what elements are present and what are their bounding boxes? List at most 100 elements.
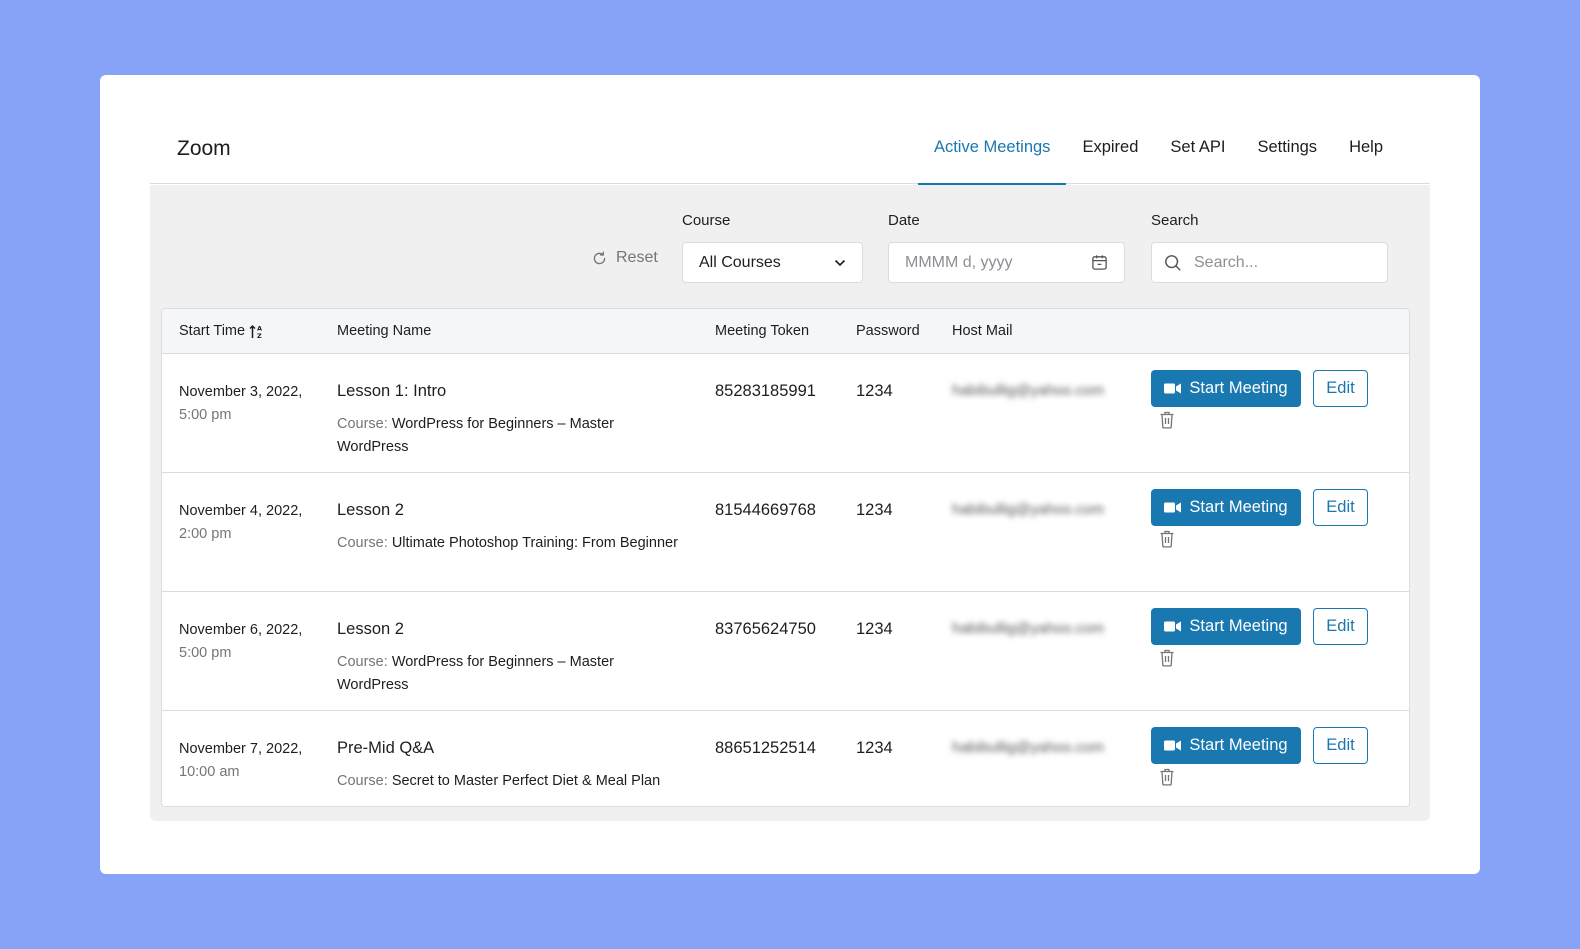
meeting-time: 2:00 pm [179, 526, 232, 542]
start-time-cell: November 3, 2022, 5:00 pm [179, 381, 314, 427]
course-prefix: Course: [337, 416, 388, 432]
tab-expired[interactable]: Expired [1082, 138, 1139, 156]
meeting-token: 83765624750 [715, 620, 816, 638]
meeting-name: Lesson 1: Intro [337, 382, 447, 400]
edit-button[interactable]: Edit [1313, 727, 1368, 764]
meeting-date: November 7, 2022, [179, 741, 303, 757]
table-header: Start Time A Z Meeting Name Meeting Toke… [162, 309, 1409, 354]
meeting-password: 1234 [856, 739, 893, 757]
start-meeting-button[interactable]: Start Meeting [1151, 370, 1301, 407]
column-host-mail: Host Mail [952, 323, 1013, 339]
host-mail: habibullig@yahoo.com [952, 739, 1104, 756]
meeting-password: 1234 [856, 501, 893, 519]
row-actions: Start Meeting Edit [1151, 608, 1381, 672]
table-row: November 6, 2022, 5:00 pm Lesson 2 Cours… [162, 592, 1409, 711]
meetings-panel: Reset Course All Courses Date MMMM d, yy… [150, 185, 1430, 821]
course-line: Course: WordPress for Beginners – Master… [337, 413, 682, 458]
course-prefix: Course: [337, 535, 388, 551]
course-line: Course: Secret to Master Perfect Diet & … [337, 770, 682, 793]
search-label: Search [1151, 212, 1199, 229]
search-placeholder: Search... [1194, 253, 1259, 271]
host-mail: habibullig@yahoo.com [952, 501, 1104, 518]
meeting-name-cell: Lesson 1: Intro Course: WordPress for Be… [337, 381, 682, 458]
course-name: Secret to Master Perfect Diet & Meal Pla… [391, 773, 661, 789]
calendar-icon [1092, 255, 1107, 270]
reset-label: Reset [616, 249, 658, 266]
meeting-time: 5:00 pm [179, 407, 232, 423]
course-line: Course: WordPress for Beginners – Master… [337, 651, 682, 696]
course-prefix: Course: [337, 654, 388, 670]
meeting-time: 5:00 pm [179, 645, 232, 661]
course-label: Course [682, 212, 731, 229]
sort-az-icon: A Z [249, 324, 262, 339]
meeting-date: November 3, 2022, [179, 384, 303, 400]
course-select-value: All Courses [699, 253, 781, 271]
table-row: November 7, 2022, 10:00 am Pre-Mid Q&A C… [162, 711, 1409, 806]
tab-help[interactable]: Help [1349, 138, 1383, 156]
search-input[interactable]: Search... [1151, 242, 1388, 283]
page-title: Zoom [177, 137, 231, 160]
tab-active-meetings[interactable]: Active Meetings [917, 75, 1067, 185]
start-meeting-button[interactable]: Start Meeting [1151, 608, 1301, 645]
video-camera-icon [1164, 383, 1182, 394]
meeting-date: November 4, 2022, [179, 503, 303, 519]
zoom-admin-card: Zoom Active Meetings Expired Set API Set… [100, 75, 1480, 874]
video-camera-icon [1164, 502, 1182, 513]
meetings-table: Start Time A Z Meeting Name Meeting Toke… [161, 308, 1410, 807]
course-select[interactable]: All Courses [682, 242, 863, 283]
start-time-cell: November 4, 2022, 2:00 pm [179, 500, 314, 546]
trash-icon[interactable] [1159, 768, 1175, 786]
course-line: Course: Ultimate Photoshop Training: Fro… [337, 532, 682, 555]
trash-icon[interactable] [1159, 649, 1175, 667]
meeting-token: 81544669768 [715, 501, 816, 519]
meeting-name: Pre-Mid Q&A [337, 739, 435, 757]
start-time-cell: November 6, 2022, 5:00 pm [179, 619, 314, 665]
course-name: WordPress for Beginners – Master WordPre… [337, 654, 614, 693]
edit-button[interactable]: Edit [1313, 608, 1368, 645]
tab-nav: Active Meetings Expired Set API Settings… [917, 75, 1399, 185]
date-placeholder: MMMM d, yyyy [905, 253, 1013, 271]
video-camera-icon [1164, 621, 1182, 632]
column-start-time[interactable]: Start Time A Z [179, 323, 263, 339]
start-time-cell: November 7, 2022, 10:00 am [179, 738, 329, 784]
meeting-date: November 6, 2022, [179, 622, 303, 638]
date-input[interactable]: MMMM d, yyyy [888, 242, 1125, 283]
meeting-time: 10:00 am [179, 764, 240, 780]
column-meeting-name: Meeting Name [337, 323, 432, 339]
date-label: Date [888, 212, 920, 229]
edit-button[interactable]: Edit [1313, 489, 1368, 526]
table-row: November 4, 2022, 2:00 pm Lesson 2 Cours… [162, 473, 1409, 592]
tab-settings[interactable]: Settings [1257, 138, 1318, 156]
table-row: November 3, 2022, 5:00 pm Lesson 1: Intr… [162, 354, 1409, 473]
meeting-name: Lesson 2 [337, 501, 404, 519]
meeting-name-cell: Lesson 2 Course: Ultimate Photoshop Trai… [337, 500, 682, 555]
page-header: Zoom Active Meetings Expired Set API Set… [150, 75, 1430, 185]
tab-set-api[interactable]: Set API [1170, 138, 1226, 156]
column-password: Password [856, 323, 920, 339]
svg-text:Z: Z [257, 332, 262, 339]
reset-button[interactable]: Reset [591, 249, 658, 267]
search-icon [1165, 254, 1181, 271]
course-name: WordPress for Beginners – Master WordPre… [337, 416, 614, 455]
svg-text:A: A [257, 324, 262, 332]
filter-bar: Reset Course All Courses Date MMMM d, yy… [150, 185, 1430, 307]
meeting-password: 1234 [856, 620, 893, 638]
meeting-name-cell: Pre-Mid Q&A Course: Secret to Master Per… [337, 738, 682, 793]
video-camera-icon [1164, 740, 1182, 751]
trash-icon[interactable] [1159, 411, 1175, 429]
row-actions: Start Meeting Edit [1151, 489, 1381, 553]
refresh-icon [593, 250, 606, 264]
edit-button[interactable]: Edit [1313, 370, 1368, 407]
host-mail: habibullig@yahoo.com [952, 620, 1104, 637]
meeting-token: 85283185991 [715, 382, 816, 400]
course-prefix: Course: [337, 773, 388, 789]
trash-icon[interactable] [1159, 530, 1175, 548]
meeting-password: 1234 [856, 382, 893, 400]
start-meeting-button[interactable]: Start Meeting [1151, 727, 1301, 764]
meeting-name: Lesson 2 [337, 620, 404, 638]
start-meeting-button[interactable]: Start Meeting [1151, 489, 1301, 526]
row-actions: Start Meeting Edit [1151, 370, 1381, 434]
meeting-name-cell: Lesson 2 Course: WordPress for Beginners… [337, 619, 682, 696]
host-mail: habibullig@yahoo.com [952, 382, 1104, 399]
meeting-token: 88651252514 [715, 739, 816, 757]
